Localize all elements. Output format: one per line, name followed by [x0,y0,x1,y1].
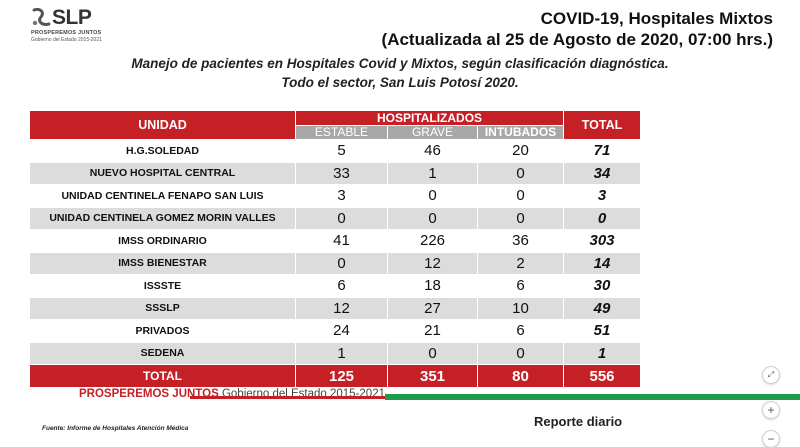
page-subtitle: Manejo de pacientes en Hospitales Covid … [131,56,669,71]
grave-value: 226 [387,229,478,253]
total-grave: 351 [387,364,478,388]
source-note: Fuente: Informe de Hospitales Atención M… [42,425,189,432]
intubados-value: 0 [477,206,564,230]
grave-value: 1 [387,161,478,185]
estable-value: 0 [295,251,388,275]
unit-name: SSSLP [29,296,296,320]
total-value: 34 [563,161,641,185]
grave-value: 18 [387,274,478,298]
logo-name: SLP [52,6,92,29]
header-total: TOTAL [563,110,641,140]
page-title: COVID-19, Hospitales Mixtos [540,9,773,28]
unit-name: H.G.SOLEDAD [29,139,296,163]
estable-value: 12 [295,296,388,320]
page-update-date: (Actualizada al 25 de Agosto de 2020, 07… [381,30,773,49]
estable-value: 41 [295,229,388,253]
unit-name: UNIDAD CENTINELA FENAPO SAN LUIS [29,184,296,208]
intubados-value: 10 [477,296,564,320]
total-estable: 125 [295,364,388,388]
header-unidad: UNIDAD [29,110,296,140]
grave-value: 21 [387,319,478,343]
unit-name: UNIDAD CENTINELA GOMEZ MORIN VALLES [29,206,296,230]
hospital-table: UNIDAD HOSPITALIZADOS TOTAL ESTABLE GRAV… [29,110,641,388]
zoom-in-button[interactable]: + [762,401,780,419]
footer-red-stripe [190,396,385,399]
total-row: TOTAL 125 351 80 556 [29,364,641,388]
grave-value: 0 [387,341,478,365]
unit-name: IMSS BIENESTAR [29,251,296,275]
header-estable: ESTABLE [295,125,388,140]
slp-logo: SLP PROSPEREMOS JUNTOS Gobierno del Esta… [30,6,115,46]
footer-green-stripe [385,394,800,400]
grave-value: 0 [387,206,478,230]
table-row: UNIDAD CENTINELA FENAPO SAN LUIS 3 0 0 3 [29,184,641,208]
estable-value: 6 [295,274,388,298]
intubados-value: 0 [477,161,564,185]
intubados-value: 2 [477,251,564,275]
header-intubados: INTUBADOS [477,125,564,140]
table-row: H.G.SOLEDAD 5 46 20 71 [29,139,641,163]
unit-name: ISSSTE [29,274,296,298]
intubados-value: 36 [477,229,564,253]
table-row: UNIDAD CENTINELA GOMEZ MORIN VALLES 0 0 0 0 [29,206,641,230]
estable-value: 5 [295,139,388,163]
header-grave: GRAVE [387,125,478,140]
total-total: 556 [563,364,641,388]
table-row: ISSSTE 6 18 6 30 [29,274,641,298]
intubados-value: 0 [477,184,564,208]
header-hospitalizados: HOSPITALIZADOS [295,110,564,126]
total-value: 1 [563,341,641,365]
estable-value: 0 [295,206,388,230]
table-row: SEDENA 1 0 0 1 [29,341,641,365]
logo-slogan: PROSPEREMOS JUNTOS [31,30,102,36]
table-row: IMSS ORDINARIO 41 226 36 303 [29,229,641,253]
total-value: 51 [563,319,641,343]
grave-value: 27 [387,296,478,320]
grave-value: 0 [387,184,478,208]
zoom-out-button[interactable]: − [762,430,780,447]
footer-color-bar [190,394,800,400]
unit-name: PRIVADOS [29,319,296,343]
expand-icon[interactable]: ⤢ [762,366,780,384]
unit-name: SEDENA [29,341,296,365]
total-value: 14 [563,251,641,275]
total-value: 303 [563,229,641,253]
total-value: 0 [563,206,641,230]
grave-value: 12 [387,251,478,275]
report-label: Reporte diario [534,414,623,429]
estable-value: 3 [295,184,388,208]
intubados-value: 6 [477,319,564,343]
unit-name: NUEVO HOSPITAL CENTRAL [29,161,296,185]
table-row: NUEVO HOSPITAL CENTRAL 33 1 0 34 [29,161,641,185]
footer-brand-slogan: PROSPEREMOS JUNTOS [79,388,219,400]
table-row: SSSLP 12 27 10 49 [29,296,641,320]
intubados-value: 20 [477,139,564,163]
page-subtitle-scope: Todo el sector, San Luis Potosí 2020. [281,75,519,90]
total-value: 71 [563,139,641,163]
estable-value: 24 [295,319,388,343]
unit-name: IMSS ORDINARIO [29,229,296,253]
logo-government: Gobierno del Estado 2015-2021 [31,37,102,43]
estable-value: 33 [295,161,388,185]
slp-emblem-icon [32,8,51,26]
table-row: PRIVADOS 24 21 6 51 [29,319,641,343]
total-value: 49 [563,296,641,320]
total-intubados: 80 [477,364,564,388]
total-value: 3 [563,184,641,208]
intubados-value: 0 [477,341,564,365]
intubados-value: 6 [477,274,564,298]
total-value: 30 [563,274,641,298]
estable-value: 1 [295,341,388,365]
total-label: TOTAL [29,364,296,388]
grave-value: 46 [387,139,478,163]
table-row: IMSS BIENESTAR 0 12 2 14 [29,251,641,275]
